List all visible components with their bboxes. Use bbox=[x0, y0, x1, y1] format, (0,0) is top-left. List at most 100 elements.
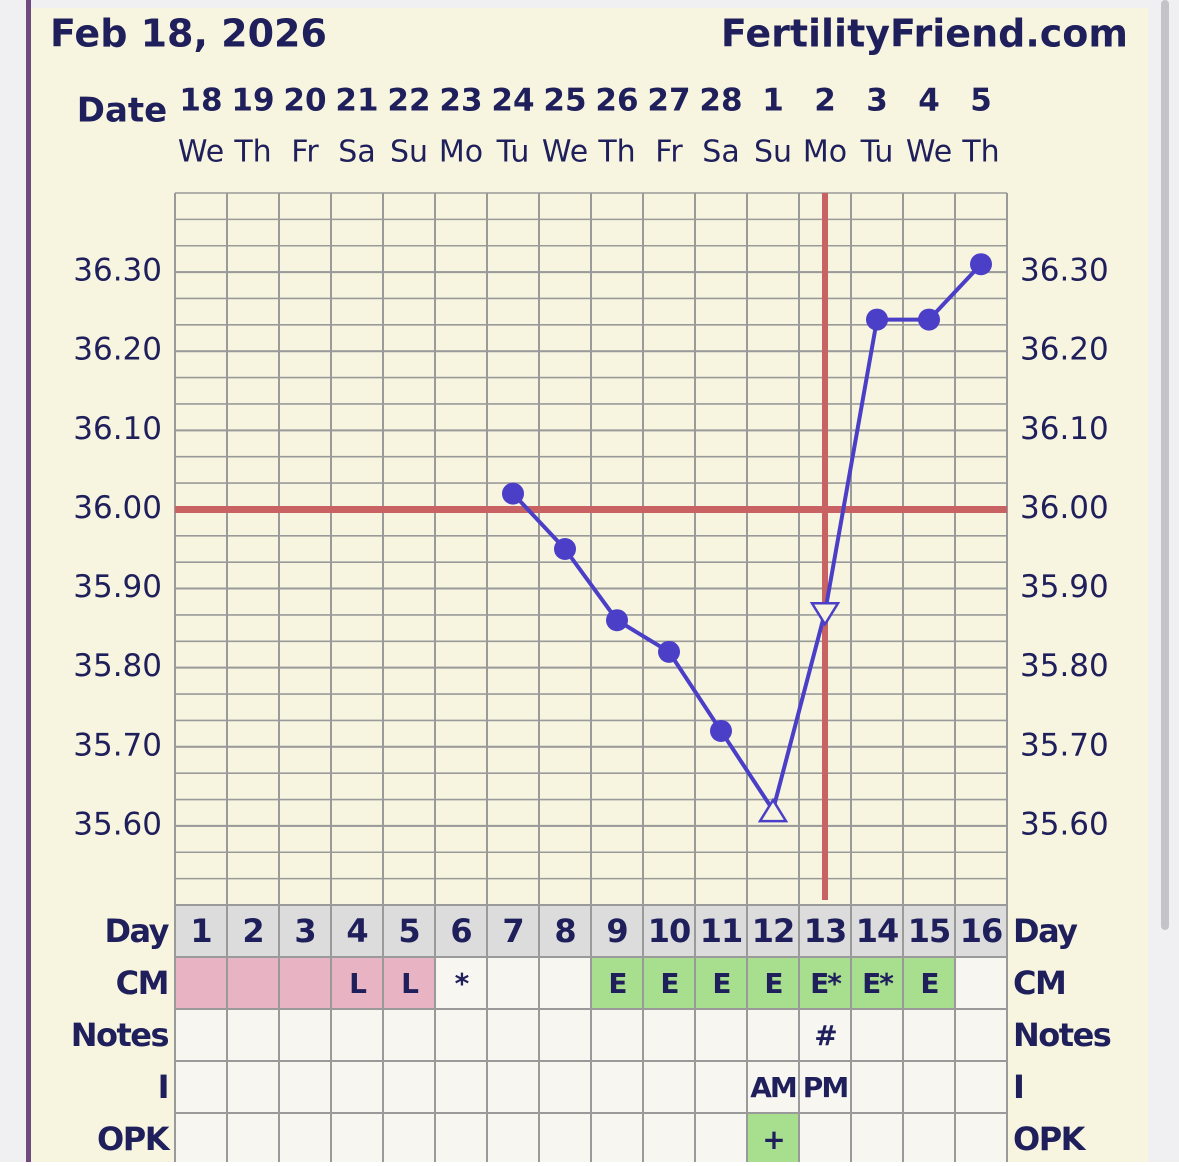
table-cell bbox=[902, 1112, 956, 1166]
cell-text: 15 bbox=[908, 912, 951, 950]
temperature-line bbox=[511, 262, 983, 815]
date-label: 3 bbox=[866, 83, 888, 119]
table-cell bbox=[850, 956, 904, 1010]
table-cell bbox=[590, 904, 644, 958]
weekday-label: We bbox=[178, 135, 224, 170]
temperature-point-open bbox=[809, 602, 841, 627]
table-cell bbox=[590, 1060, 644, 1114]
table-cell bbox=[798, 1112, 852, 1166]
date-label: 1 bbox=[762, 83, 784, 119]
table-cell bbox=[746, 904, 800, 958]
y-tick-label: 36.10 bbox=[73, 411, 162, 447]
y-tick-label: 36.20 bbox=[73, 332, 162, 368]
chart: Date 18We19Th20Fr21Sa22Su23Mo24Tu25We26Th… bbox=[71, 83, 1112, 1166]
cell-text: 5 bbox=[398, 912, 419, 950]
y-tick-label: 35.60 bbox=[73, 806, 162, 842]
scrollbar bbox=[1161, 0, 1169, 930]
table-cell bbox=[642, 1008, 696, 1062]
cell-text: 11 bbox=[700, 912, 743, 950]
weekday-label: Th bbox=[233, 135, 271, 170]
table-cell bbox=[486, 904, 540, 958]
date-label: 23 bbox=[439, 83, 482, 119]
weekday-label: Fr bbox=[291, 135, 319, 170]
left-border bbox=[26, 0, 31, 1162]
cell-text: 8 bbox=[554, 912, 575, 950]
table-cell bbox=[330, 1008, 384, 1062]
row-label: I bbox=[158, 1068, 168, 1106]
weekday-label: Tu bbox=[860, 135, 894, 170]
table-cell bbox=[278, 1008, 332, 1062]
cell-text: 9 bbox=[606, 912, 627, 950]
table-cell bbox=[330, 1060, 384, 1114]
weekday-label: Fr bbox=[655, 135, 683, 170]
table-cell bbox=[538, 1008, 592, 1062]
temperature-point bbox=[606, 609, 628, 632]
table-cell bbox=[226, 1008, 280, 1062]
table-cell bbox=[642, 1060, 696, 1114]
table-cell bbox=[278, 1060, 332, 1114]
cell-text: E* bbox=[862, 967, 894, 1000]
temperature-point bbox=[866, 308, 888, 331]
table-cell bbox=[590, 1112, 644, 1166]
table-cell bbox=[850, 1112, 904, 1166]
cell-text: 1 bbox=[190, 912, 211, 950]
temperature-point bbox=[658, 640, 680, 663]
table-cell bbox=[694, 1060, 748, 1114]
date-label: 28 bbox=[699, 83, 742, 119]
y-tick-label: 36.30 bbox=[73, 253, 162, 289]
cell-text: 7 bbox=[502, 912, 523, 950]
weekday-label: Tu bbox=[496, 135, 530, 170]
cell-text: AM bbox=[750, 1071, 796, 1104]
y-tick-label-right: 36.00 bbox=[1020, 490, 1109, 526]
table-cell bbox=[746, 1112, 800, 1166]
table-cell bbox=[382, 1060, 436, 1114]
date-label: 2 bbox=[814, 83, 836, 119]
date-label: 21 bbox=[335, 83, 378, 119]
row-label: CM bbox=[116, 964, 168, 1002]
table-cell bbox=[850, 1008, 904, 1062]
table-cell bbox=[486, 956, 540, 1010]
temperature-point bbox=[918, 308, 940, 331]
table-cell bbox=[746, 956, 800, 1010]
table-cell bbox=[434, 1008, 488, 1062]
y-tick-label: 35.80 bbox=[73, 648, 162, 684]
row-label-right: OPK bbox=[1013, 1120, 1087, 1158]
weekday-label: Th bbox=[961, 135, 999, 170]
table-cell bbox=[486, 1060, 540, 1114]
table-cell bbox=[954, 904, 1008, 958]
table-cell bbox=[954, 1112, 1008, 1166]
date-label: 5 bbox=[970, 83, 992, 119]
y-tick-label: 36.00 bbox=[73, 490, 162, 526]
cell-text: L bbox=[349, 967, 367, 1000]
y-tick-label: 35.70 bbox=[73, 727, 162, 763]
weekday-label: Sa bbox=[702, 135, 739, 170]
table-cell bbox=[954, 956, 1008, 1010]
cell-text: 10 bbox=[648, 912, 691, 950]
table-cell bbox=[278, 1112, 332, 1166]
table-cell bbox=[278, 904, 332, 958]
row-label-right: CM bbox=[1013, 964, 1065, 1002]
table-cell bbox=[330, 904, 384, 958]
temperature-point-open bbox=[757, 797, 789, 823]
table-cell bbox=[330, 1112, 384, 1166]
row-label-right: Day bbox=[1013, 912, 1078, 950]
date-label: 24 bbox=[491, 83, 534, 119]
cell-text: E* bbox=[810, 967, 842, 1000]
y-tick-label-right: 35.70 bbox=[1020, 727, 1109, 763]
table-cell bbox=[174, 1112, 228, 1166]
table-cell bbox=[902, 1060, 956, 1114]
table-cell bbox=[590, 1008, 644, 1062]
table-cell bbox=[226, 956, 280, 1010]
table-cell bbox=[486, 1112, 540, 1166]
table-cell bbox=[538, 1112, 592, 1166]
cell-text: 16 bbox=[960, 912, 1003, 950]
weekday-label: Su bbox=[754, 135, 792, 170]
y-tick-label-right: 36.10 bbox=[1020, 411, 1109, 447]
y-tick-label-right: 36.20 bbox=[1020, 332, 1109, 368]
weekday-label: Mo bbox=[803, 135, 847, 170]
cell-text: E bbox=[712, 967, 730, 1000]
row-label: Notes bbox=[71, 1016, 169, 1054]
cell-text: 14 bbox=[856, 912, 899, 950]
table-cell bbox=[174, 1008, 228, 1062]
